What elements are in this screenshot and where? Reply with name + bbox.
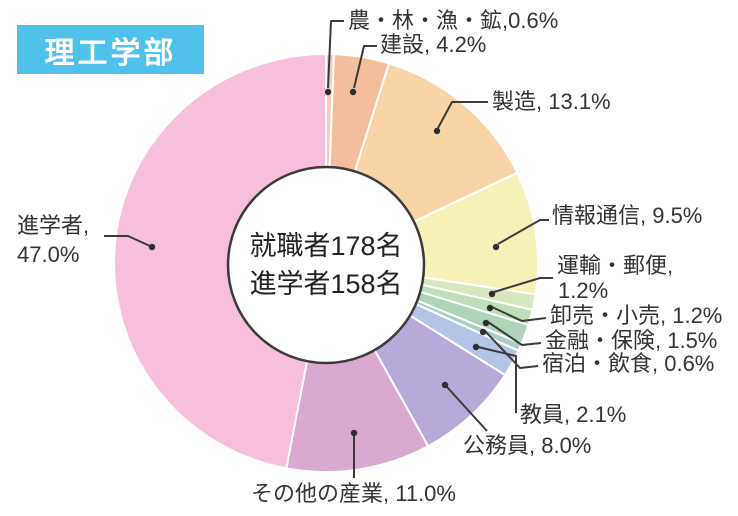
leader-dot-9: [441, 381, 449, 389]
slice-label-4-line0: 運輸・郵便,: [557, 253, 673, 278]
leader-dot-6: [482, 319, 490, 327]
center-text-advancing: 進学者158名: [249, 269, 403, 299]
leader-line-7: [484, 330, 539, 369]
leader-line-3: [497, 219, 549, 245]
slice-label-11-line1: 47.0%: [17, 242, 79, 267]
leader-dot-7: [479, 328, 487, 336]
slice-label-10: その他の産業, 11.0%: [251, 481, 456, 506]
leader-dot-8: [472, 343, 480, 351]
slice-label-0: 農・林・漁・鉱,0.6%: [348, 8, 558, 33]
leader-dot-2: [433, 127, 441, 135]
leader-dot-3: [492, 243, 500, 251]
slice-label-2: 製造, 13.1%: [492, 89, 611, 114]
slice-label-6: 金融・保険, 1.5%: [545, 328, 717, 353]
leader-line-11: [104, 235, 151, 247]
slice-label-8: 教員, 2.1%: [520, 402, 626, 427]
leader-dot-5: [486, 304, 494, 312]
faculty-badge-label: 理工学部: [44, 36, 177, 70]
slice-label-5: 卸売・小売, 1.2%: [550, 303, 722, 328]
leader-line-6: [487, 321, 542, 346]
leader-dot-1: [349, 88, 357, 96]
leader-line-8: [477, 346, 517, 413]
slice-label-1: 建設, 4.2%: [380, 32, 486, 57]
leader-dot-0: [324, 88, 332, 96]
leader-line-2: [437, 101, 488, 129]
leader-line-9: [446, 386, 488, 432]
leader-dot-10: [350, 429, 358, 437]
leader-line-1: [353, 45, 377, 89]
leader-line-5: [491, 306, 547, 322]
leader-dot-4: [488, 290, 496, 298]
slice-label-11-line0: 進学者,: [17, 213, 89, 238]
slice-label-4-line1: 1.2%: [558, 278, 608, 303]
donut-center-text: 就職者178名 進学者158名: [176, 227, 476, 303]
center-text-employed: 就職者178名: [249, 231, 403, 261]
slice-label-7: 宿泊・飲食, 0.6%: [542, 351, 714, 376]
leader-line-4: [493, 277, 553, 293]
faculty-badge: 理工学部: [17, 25, 204, 74]
leader-dot-11: [148, 243, 156, 251]
slice-label-9: 公務員, 8.0%: [463, 433, 591, 458]
pie-slice-11: [113, 53, 327, 470]
donut-hole: [226, 165, 426, 365]
slice-label-3: 情報通信, 9.5%: [552, 203, 702, 228]
leader-line-0: [327, 20, 344, 89]
